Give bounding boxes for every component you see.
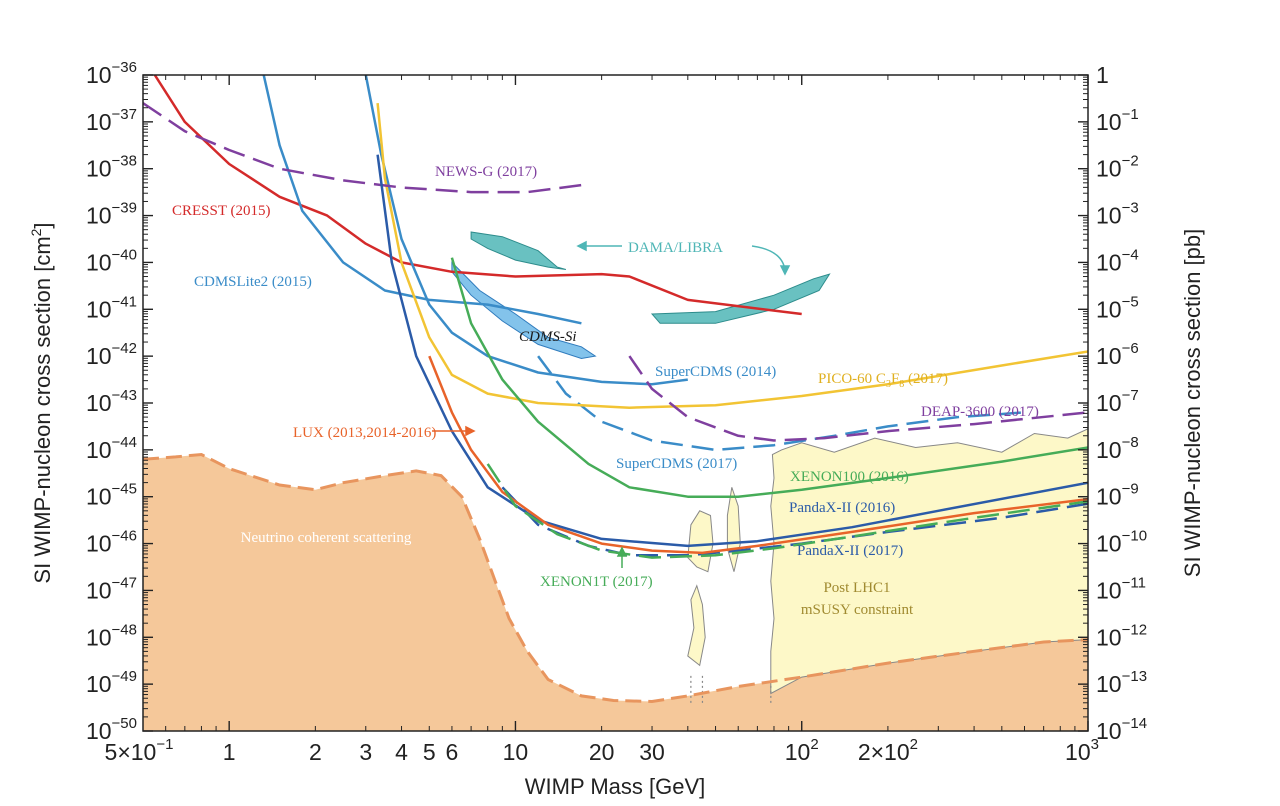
xenon100-2016-curve — [450, 257, 1088, 498]
deap-3600-2017-curve — [628, 355, 1088, 442]
x-tick-label: 2 — [309, 739, 322, 765]
x-tick-label: 20 — [589, 739, 615, 765]
msusy-region — [770, 428, 1088, 695]
dama-arrow-left-head — [576, 240, 587, 252]
supercdms-2014-label: SuperCDMS (2014) — [655, 364, 776, 380]
y-tick-label-left: 10−37 — [86, 106, 137, 135]
neutrino-floor-region — [143, 454, 1088, 731]
y-tick-label-right: 10−14 — [1096, 715, 1147, 744]
cdms-si-label: CDMS-Si — [519, 329, 577, 345]
supercdms-2014-curve — [364, 75, 688, 386]
x-tick-label: 2×102 — [858, 736, 918, 765]
pandax-ii-2016-label: PandaX-II (2016) — [789, 500, 895, 516]
y-tick-label-left: 10−50 — [86, 715, 137, 744]
xenon1t-2017-curve — [486, 463, 1088, 559]
y-tick-label-left: 10−45 — [86, 481, 137, 510]
x-tick-label: 30 — [639, 739, 665, 765]
news-g-2017-label: NEWS-G (2017) — [435, 164, 537, 180]
dama-libra-high-contour — [650, 273, 831, 324]
y-tick-label-left: 10−47 — [86, 574, 137, 603]
y-tick-label-right: 10−1 — [1096, 106, 1139, 135]
supercdms-2017-curve — [537, 355, 1025, 452]
y-tick-label-left: 10−42 — [86, 340, 137, 369]
y-tick-label-right: 10−11 — [1096, 574, 1146, 603]
post-lhc1-msusy-constraint-label: Post LHC1 mSUSY constraint — [801, 580, 914, 618]
y-tick-label-left: 10−49 — [86, 668, 137, 697]
x-tick-label: 5 — [423, 739, 436, 765]
dama-libra-low-contour — [470, 231, 567, 270]
y-tick-label-right: 10−9 — [1096, 481, 1139, 510]
y-tick-label-right: 1 — [1096, 62, 1109, 88]
y-tick-label-right: 10−12 — [1096, 621, 1147, 650]
x-axis-title: WIMP Mass [GeV] — [525, 774, 706, 799]
msusy-island-2 — [687, 510, 714, 573]
y-tick-label-right: 10−4 — [1096, 246, 1139, 275]
y-tick-label-left: 10−46 — [86, 528, 137, 557]
x-tick-label: 4 — [395, 739, 408, 765]
msusy-island-3 — [726, 487, 741, 572]
lux-2013-2014-2016-curve — [428, 355, 1088, 555]
y-tick-label-right: 10−2 — [1096, 153, 1139, 182]
neutrino-coherent-scattering-label: Neutrino coherent scattering — [241, 530, 412, 546]
y-tick-label-right: 10−10 — [1096, 528, 1147, 557]
y-tick-label-left: 10−36 — [86, 59, 137, 88]
xenon1t-arrow-head — [616, 546, 628, 557]
y-tick-label-right: 10−13 — [1096, 668, 1147, 697]
y-axis-title-left: SI WIMP-nucleon cross section [cm2] — [28, 222, 55, 583]
x-tick-label: 6 — [446, 739, 459, 765]
cdmslite2-2015-label: CDMSLite2 (2015) — [194, 274, 312, 290]
x-tick-label: 103 — [1065, 736, 1099, 765]
y-tick-label-left: 10−40 — [86, 246, 137, 275]
y-tick-label-right: 10−8 — [1096, 434, 1139, 463]
y-tick-label-left: 10−41 — [86, 293, 137, 322]
cresst-2015-label: CRESST (2015) — [172, 203, 271, 219]
y-tick-label-left: 10−38 — [86, 153, 137, 182]
cdms-si-contour — [451, 261, 597, 360]
x-tick-label: 102 — [785, 736, 819, 765]
cdmslite2-2015-curve — [262, 75, 582, 325]
neutrino-floor-edge — [143, 452, 1088, 704]
pico-60-c3f8-2017-label: PICO-60 C3F8 (2017) — [818, 371, 948, 390]
supercdms-2017-label: SuperCDMS (2017) — [616, 456, 737, 472]
lux-2013-2014-2016-label: LUX (2013,2014-2016) — [293, 425, 436, 441]
y-tick-label-left: 10−39 — [86, 200, 137, 229]
x-tick-label: 1 — [223, 739, 236, 765]
pandax-ii-2017-label: PandaX-II (2017) — [797, 543, 903, 559]
y-tick-label-left: 10−44 — [86, 434, 137, 463]
dama-libra-label: DAMA/LIBRA — [628, 240, 723, 256]
x-tick-label: 5×10−1 — [105, 736, 174, 765]
xenon1t-2017-label: XENON1T (2017) — [540, 574, 653, 590]
y-tick-label-left: 10−43 — [86, 387, 137, 416]
y-tick-label-right: 10−7 — [1096, 387, 1139, 416]
x-tick-label: 10 — [503, 739, 529, 765]
y-axis-title-right: SI WIMP-nucleon cross section [pb] — [1180, 229, 1205, 577]
dama-arrow-right-head — [779, 265, 791, 276]
x-tick-label: 3 — [359, 739, 372, 765]
y-tick-label-right: 10−6 — [1096, 340, 1139, 369]
msusy-island-1 — [687, 584, 706, 667]
pandax-ii-2016-curve — [376, 154, 1088, 548]
annotation-arrows — [432, 240, 791, 568]
y-tick-label-left: 10−48 — [86, 621, 137, 650]
lux-arrow-head — [465, 425, 476, 437]
pico-60-c3f8-2017-curve — [376, 102, 1088, 409]
xenon100-2016-label: XENON100 (2016) — [790, 469, 909, 485]
dama-arrow-right — [751, 245, 786, 271]
y-tick-label-right: 10−3 — [1096, 200, 1139, 229]
deap-3600-2017-label: DEAP-3600 (2017) — [921, 404, 1039, 420]
y-tick-label-right: 10−5 — [1096, 293, 1139, 322]
news-g-2017-curve — [143, 102, 582, 194]
